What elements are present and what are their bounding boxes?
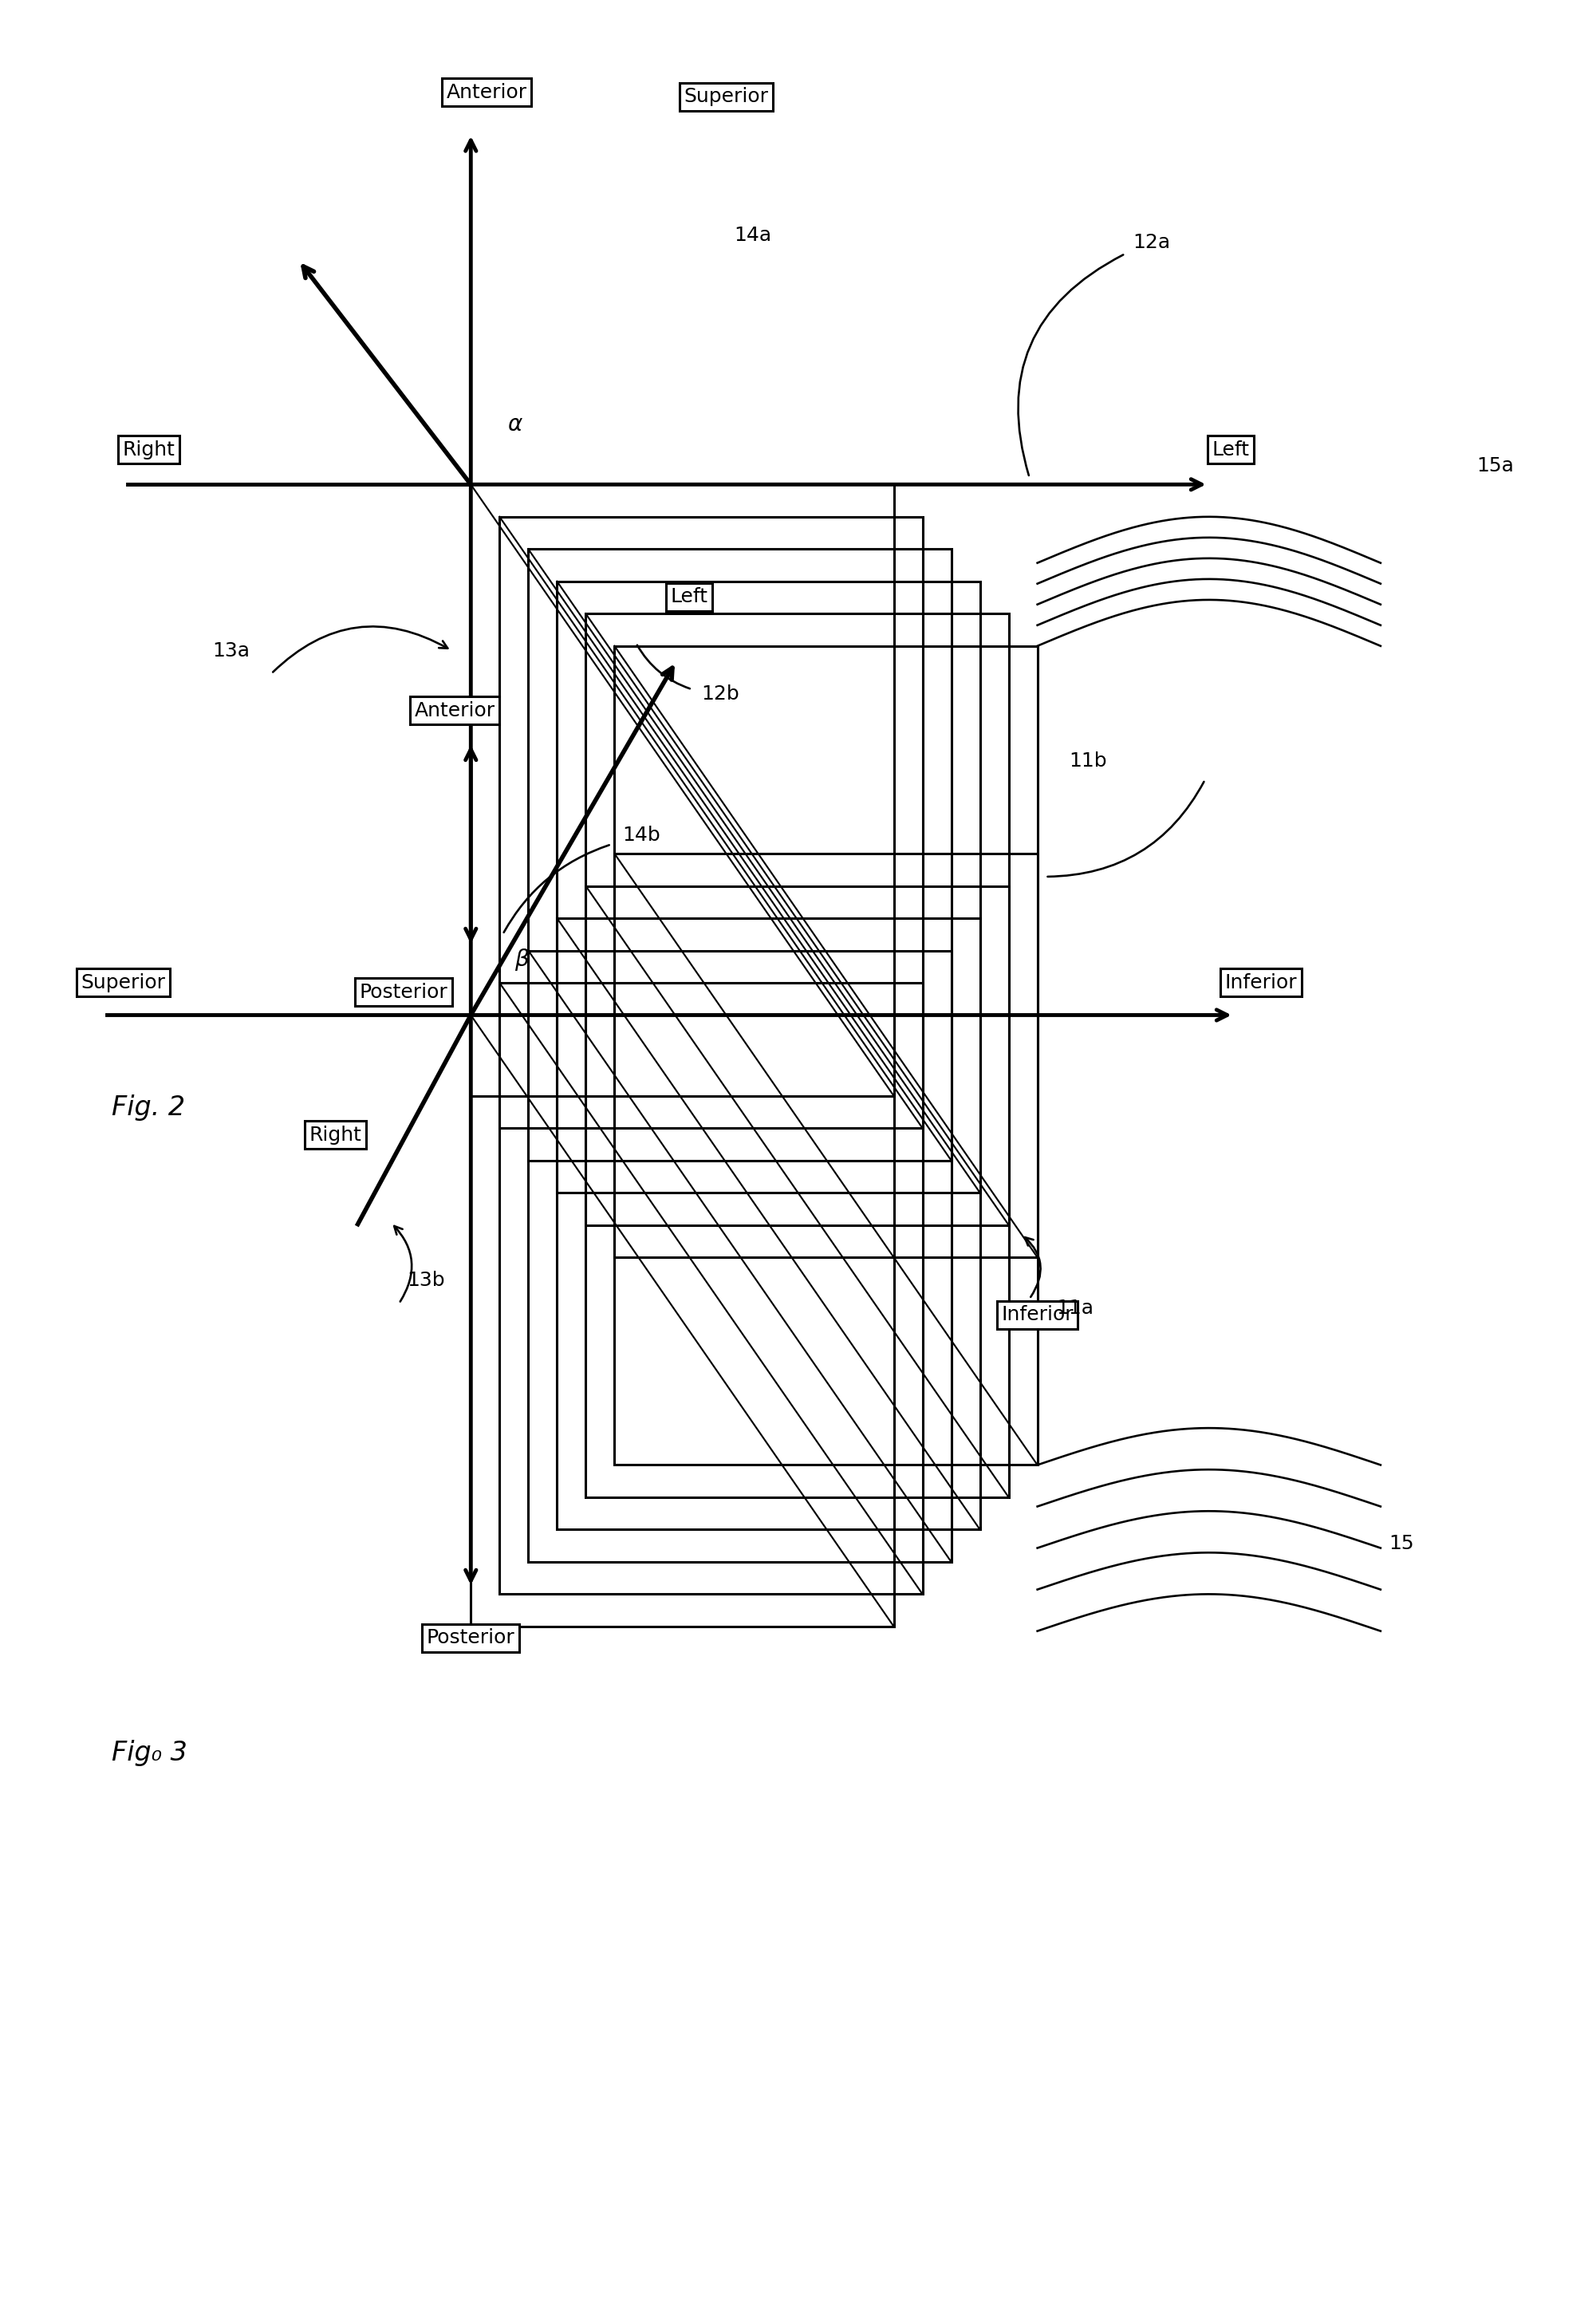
Text: Fig₀ 3: Fig₀ 3: [112, 1739, 187, 1767]
Text: Anterior: Anterior: [415, 701, 495, 720]
Text: Inferior: Inferior: [1001, 1306, 1074, 1324]
Text: 12a: 12a: [1133, 233, 1171, 251]
Text: Right: Right: [310, 1126, 361, 1144]
Text: Right: Right: [123, 441, 174, 459]
Text: 15a: 15a: [1476, 457, 1513, 475]
Text: 15: 15: [1389, 1534, 1414, 1553]
Text: Posterior: Posterior: [426, 1629, 516, 1647]
Text: Fig. 2: Fig. 2: [112, 1094, 185, 1121]
Text: 12b: 12b: [702, 685, 739, 704]
Text: $\alpha$: $\alpha$: [508, 413, 523, 436]
Text: 13b: 13b: [407, 1271, 445, 1290]
Text: 14b: 14b: [622, 826, 661, 844]
Text: 13a: 13a: [212, 641, 249, 660]
Text: 11b: 11b: [1069, 752, 1108, 771]
Text: 14a: 14a: [734, 226, 772, 245]
Text: Superior: Superior: [81, 974, 164, 992]
Text: 11a: 11a: [1057, 1299, 1093, 1317]
Text: Superior: Superior: [685, 88, 768, 106]
Text: Left: Left: [1211, 441, 1250, 459]
Text: Left: Left: [670, 588, 707, 607]
Text: Anterior: Anterior: [447, 83, 527, 102]
Text: Posterior: Posterior: [359, 983, 448, 1001]
Text: Inferior: Inferior: [1224, 974, 1298, 992]
Text: $\beta$: $\beta$: [514, 946, 530, 974]
